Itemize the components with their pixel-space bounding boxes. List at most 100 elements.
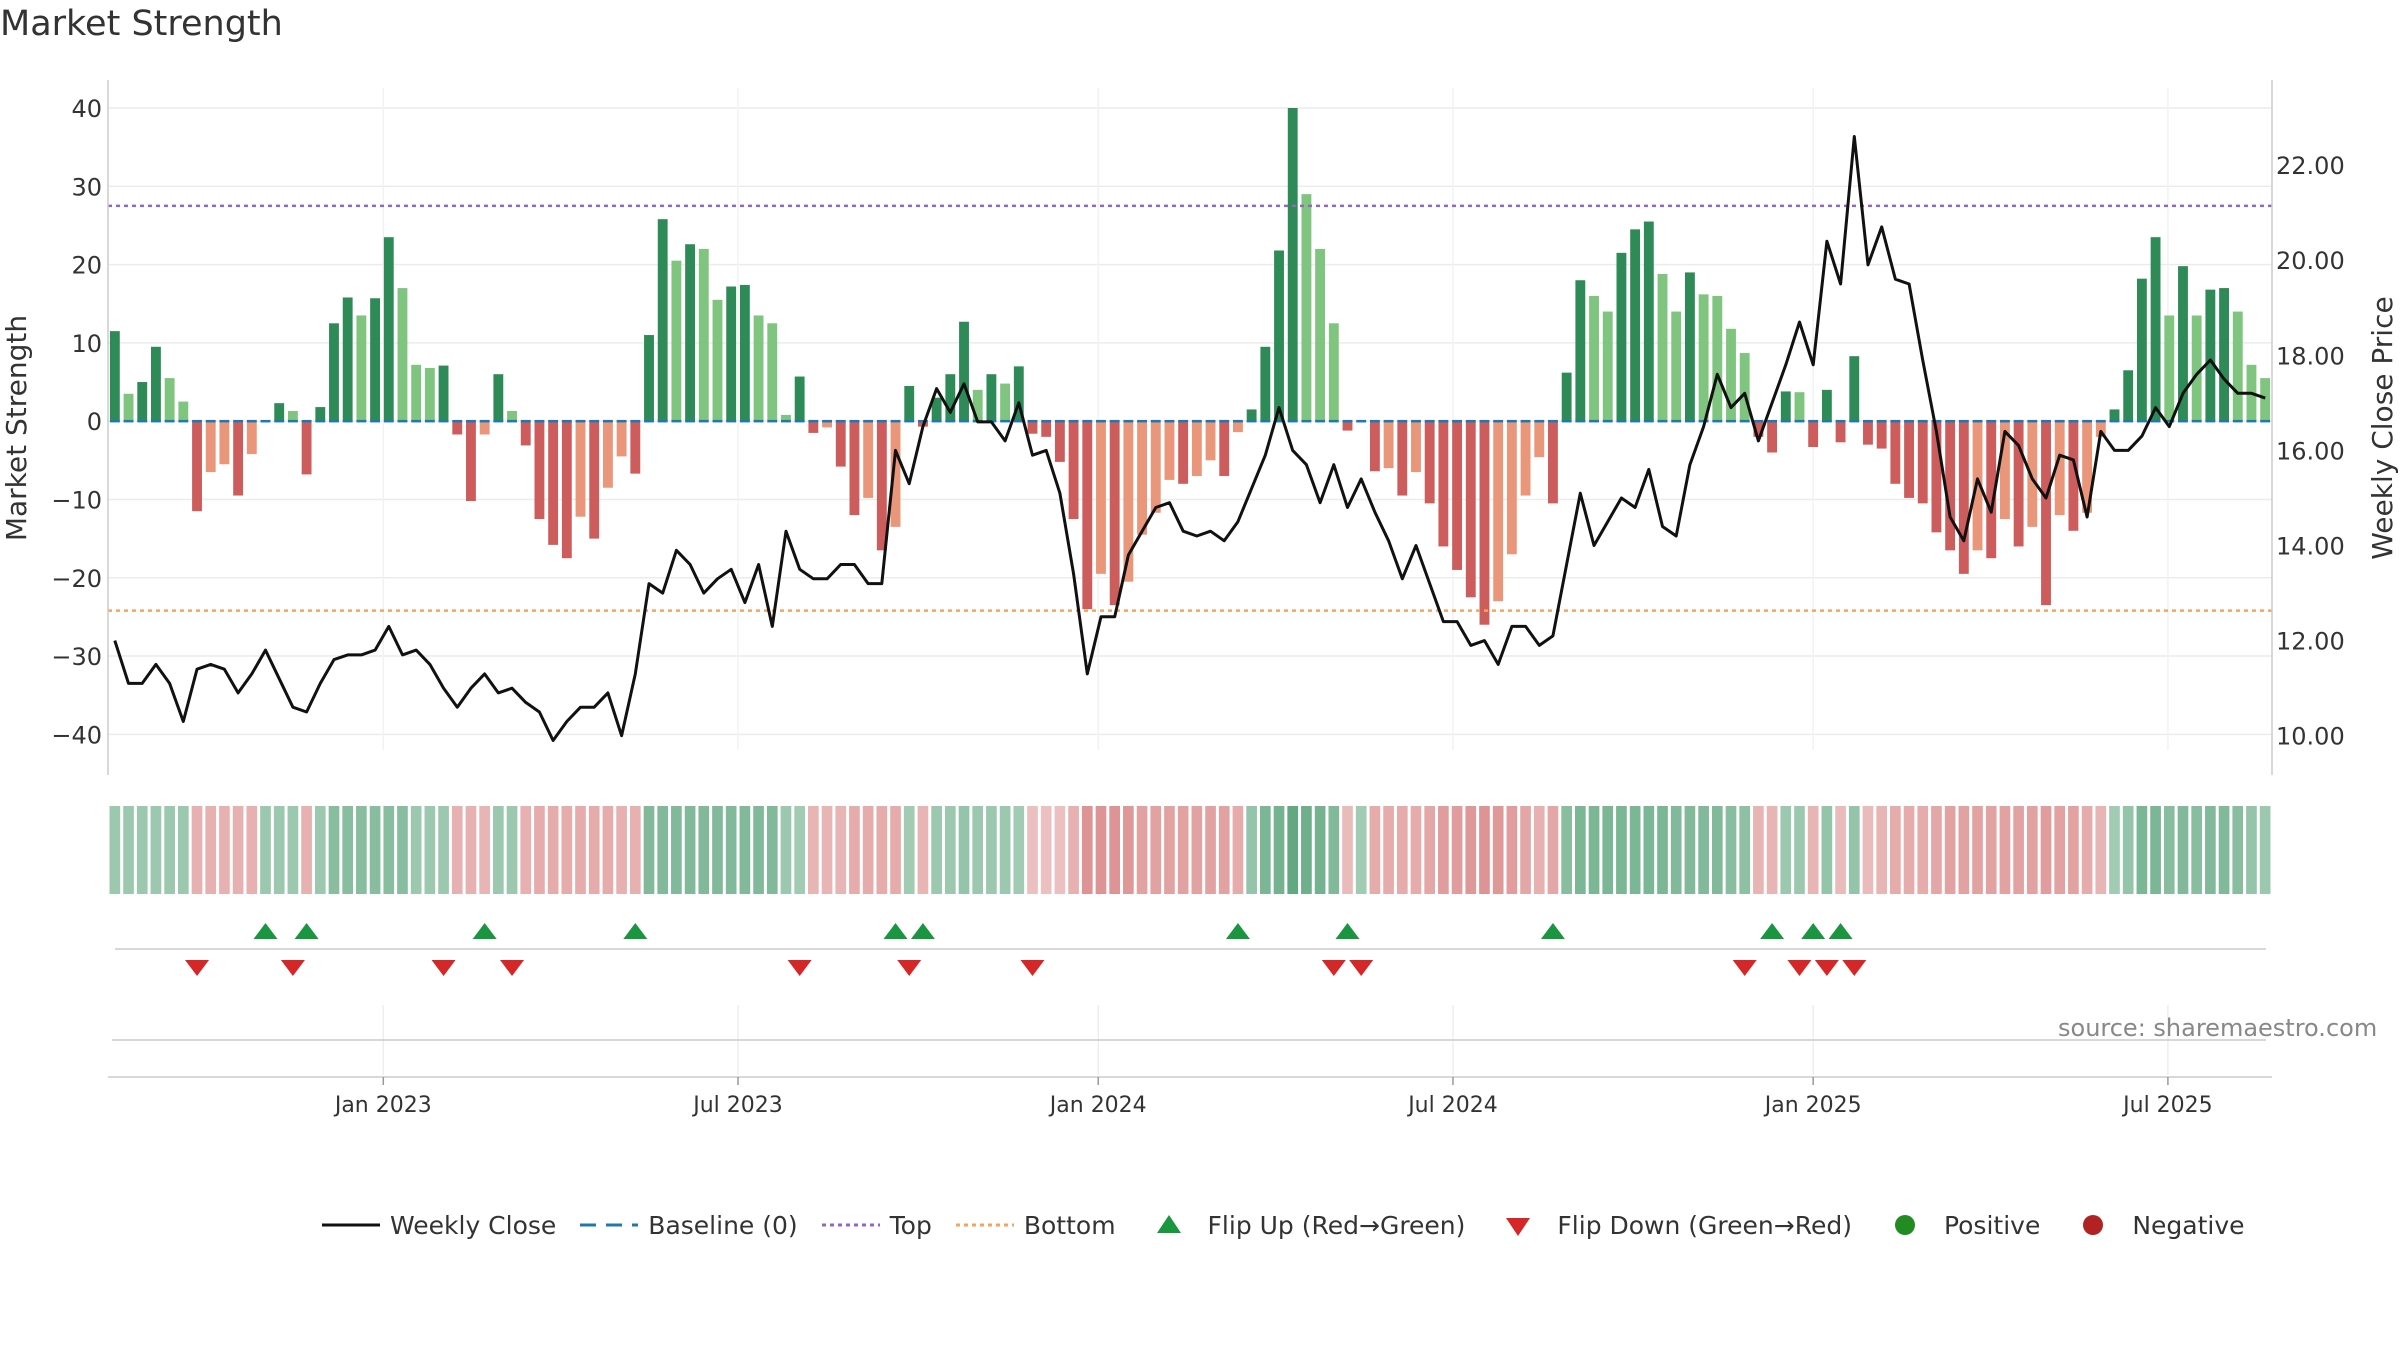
legend-label: Baseline (0) xyxy=(648,1210,798,1240)
heat-cell xyxy=(2136,806,2148,894)
strength-bar xyxy=(370,298,381,422)
heat-cell xyxy=(1848,806,1860,894)
heat-cell xyxy=(1753,806,1764,894)
strength-bar xyxy=(1602,311,1613,422)
heat-cell xyxy=(493,806,504,894)
heat-cell xyxy=(410,806,422,894)
flip-down-marker xyxy=(1321,960,1346,976)
heat-cell xyxy=(1711,806,1723,894)
strength-bar xyxy=(657,219,668,422)
heat-cell xyxy=(1369,806,1381,894)
heat-cell xyxy=(862,806,874,894)
strength-bar xyxy=(1575,280,1586,422)
heat-cell xyxy=(205,806,217,894)
strength-bar xyxy=(1794,392,1805,422)
heat-cell xyxy=(1506,806,1518,894)
strength-bar xyxy=(205,421,216,473)
heat-cell xyxy=(1355,806,1367,894)
heat-cell xyxy=(1054,806,1066,894)
strength-bar xyxy=(945,374,956,422)
strength-bar xyxy=(1534,421,1545,458)
heat-cell xyxy=(561,806,573,894)
strength-bar xyxy=(1739,353,1750,422)
strength-bar xyxy=(109,331,120,422)
strength-bar xyxy=(1780,391,1791,422)
heat-cell xyxy=(712,806,723,894)
strength-bar xyxy=(602,421,613,488)
heat-cell xyxy=(2163,806,2175,894)
strength-bar xyxy=(1493,421,1504,602)
legend: Weekly Close Baseline (0) Top Bottom Fli… xyxy=(320,1205,2267,1245)
strength-bar xyxy=(2095,421,2106,437)
heat-cell xyxy=(1766,806,1778,894)
strength-bar xyxy=(753,315,764,422)
strength-bar xyxy=(1904,421,1914,498)
strength-bar xyxy=(972,389,983,422)
strength-bar xyxy=(712,299,723,422)
x-tick-label: Jul 2025 xyxy=(2121,1093,2213,1118)
heat-cell xyxy=(177,806,189,894)
strength-bar xyxy=(1274,250,1284,422)
flip-down-marker xyxy=(787,960,812,976)
heat-cell xyxy=(1164,806,1175,894)
heat-cell xyxy=(657,806,669,894)
y2-tick-label: 16.00 xyxy=(2276,437,2345,465)
strength-bar xyxy=(1041,421,1052,437)
strength-bar xyxy=(548,421,559,545)
strength-bar xyxy=(2082,421,2093,513)
strength-bar xyxy=(986,374,997,422)
flip-down-marker xyxy=(1732,960,1757,976)
strength-bar xyxy=(2136,278,2147,422)
heat-cell xyxy=(1040,806,1052,894)
strength-bar xyxy=(1205,421,1216,461)
heat-cell xyxy=(328,806,340,894)
heat-cell xyxy=(356,806,367,894)
heat-cell xyxy=(1396,806,1408,894)
x-tick-label: Jan 2024 xyxy=(1048,1093,1147,1118)
strength-bar xyxy=(2164,315,2175,422)
heat-cell xyxy=(1972,806,1983,894)
strength-bar xyxy=(1890,421,1901,484)
strength-bar xyxy=(2027,421,2038,527)
strength-bar xyxy=(2109,409,2120,422)
heat-cell xyxy=(1123,806,1134,894)
heat-cell xyxy=(575,806,586,894)
strength-bar xyxy=(1972,421,1983,551)
strength-heat-strip xyxy=(109,806,2271,894)
flip-down-marker xyxy=(897,960,922,976)
heat-cell xyxy=(643,806,655,894)
legend-item-positive: Positive xyxy=(1874,1210,2040,1240)
heat-cell xyxy=(1602,806,1614,894)
heat-cell xyxy=(1177,806,1189,894)
y-tick-label: −10 xyxy=(51,486,102,514)
strength-bar xyxy=(2013,421,2024,547)
flip-up-marker xyxy=(1760,923,1785,939)
heat-cell xyxy=(794,806,805,894)
legend-label: Flip Down (Green→Red) xyxy=(1557,1210,1852,1240)
flip-down-marker xyxy=(1842,960,1867,976)
heat-cell xyxy=(369,806,381,894)
strength-bar xyxy=(1054,421,1065,462)
heat-cell xyxy=(465,806,477,894)
heat-cell xyxy=(808,806,819,894)
heat-cell xyxy=(1862,806,1874,894)
y-tick-label: 20 xyxy=(71,252,102,280)
y-tick-label: 30 xyxy=(71,173,102,201)
y2-tick-label: 18.00 xyxy=(2276,342,2345,370)
heat-cell xyxy=(1807,806,1819,894)
legend-label: Weekly Close xyxy=(390,1210,557,1240)
heat-cell xyxy=(1027,806,1038,894)
strength-bar xyxy=(739,284,750,422)
strength-bar xyxy=(835,421,846,467)
heat-cell xyxy=(739,806,751,894)
flip-up-marker xyxy=(623,923,648,939)
strength-bar xyxy=(137,382,148,422)
heat-cell xyxy=(150,806,162,894)
strength-bar xyxy=(1191,421,1202,476)
heat-cell xyxy=(1520,806,1531,894)
legend-line-icon xyxy=(322,1223,380,1227)
legend-item-flip-up: Flip Up (Red→Green) xyxy=(1138,1210,1465,1240)
heat-cell xyxy=(314,806,326,894)
heat-cell xyxy=(821,806,833,894)
